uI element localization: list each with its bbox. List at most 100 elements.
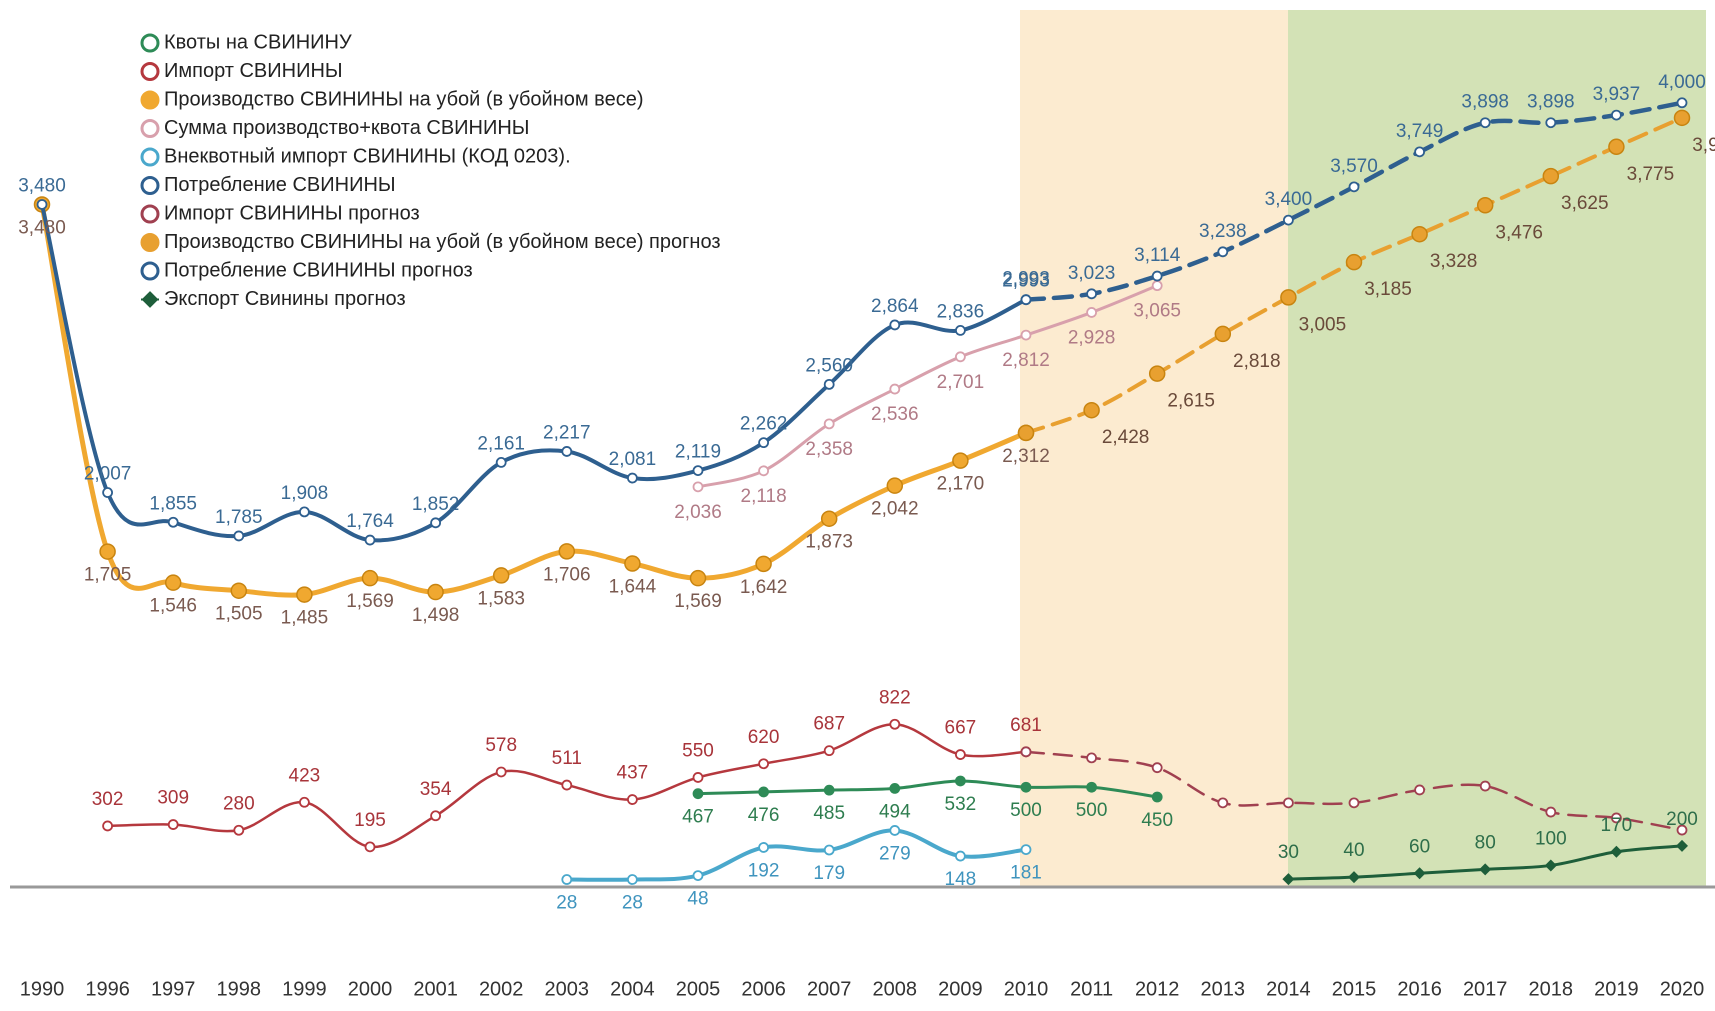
x-tick-label: 1990 bbox=[20, 978, 65, 1000]
marker bbox=[561, 874, 573, 885]
legend-marker bbox=[140, 204, 160, 224]
marker bbox=[758, 842, 769, 853]
series-line bbox=[564, 828, 1028, 882]
x-tick-label: 2012 bbox=[1135, 978, 1180, 1000]
marker bbox=[1345, 253, 1363, 271]
marker bbox=[1214, 325, 1232, 343]
marker bbox=[1020, 329, 1032, 341]
marker bbox=[952, 452, 969, 469]
data-label: 437 bbox=[617, 763, 649, 784]
data-label: 354 bbox=[420, 779, 452, 800]
data-label: 500 bbox=[1076, 800, 1108, 821]
data-label: 2,560 bbox=[805, 355, 853, 376]
marker bbox=[561, 779, 573, 791]
x-tick-label: 2018 bbox=[1529, 978, 1574, 1000]
legend-label: Квоты на СВИНИНУ bbox=[164, 31, 352, 53]
data-label: 450 bbox=[1141, 810, 1173, 831]
marker bbox=[167, 819, 179, 830]
data-label: 681 bbox=[1010, 715, 1042, 736]
data-label: 2,007 bbox=[84, 464, 132, 485]
data-label: 3,480 bbox=[18, 217, 66, 238]
data-label: 2,081 bbox=[609, 449, 657, 470]
data-label: 485 bbox=[813, 803, 845, 824]
marker bbox=[1283, 797, 1294, 809]
x-tick-label: 1999 bbox=[282, 978, 327, 1000]
data-label: 1,852 bbox=[412, 494, 460, 515]
marker bbox=[627, 794, 638, 805]
marker bbox=[36, 199, 48, 210]
data-label: 192 bbox=[748, 860, 780, 881]
legend-label: Производство СВИНИНЫ на убой (в убойном … bbox=[164, 88, 644, 110]
marker bbox=[495, 766, 507, 778]
data-label: 2,042 bbox=[871, 499, 919, 520]
legend-marker bbox=[141, 291, 159, 308]
marker bbox=[955, 850, 966, 862]
legend-marker bbox=[140, 33, 160, 53]
data-label: 2,118 bbox=[741, 486, 787, 507]
data-label: 3,005 bbox=[1299, 314, 1347, 335]
marker bbox=[1217, 797, 1229, 809]
marker bbox=[758, 758, 769, 770]
data-label: 3,898 bbox=[1461, 92, 1509, 113]
data-label: 40 bbox=[1343, 840, 1364, 861]
legend-marker bbox=[140, 119, 160, 138]
marker bbox=[758, 465, 769, 477]
marker bbox=[692, 788, 704, 800]
data-label: 3,480 bbox=[18, 175, 66, 196]
marker bbox=[1610, 845, 1623, 858]
data-label: 2,836 bbox=[937, 301, 985, 322]
marker bbox=[427, 583, 444, 601]
data-label: 1,873 bbox=[805, 532, 853, 553]
data-label: 1,644 bbox=[609, 577, 657, 598]
marker bbox=[889, 319, 901, 331]
marker bbox=[1017, 424, 1035, 442]
data-label: 2,036 bbox=[674, 502, 722, 523]
data-label: 3,023 bbox=[1068, 263, 1116, 284]
marker bbox=[361, 569, 379, 587]
data-label: 3,625 bbox=[1561, 193, 1609, 214]
legend-marker bbox=[140, 261, 160, 281]
legend-label: Потребление СВИНИНЫ bbox=[164, 174, 396, 196]
marker bbox=[1282, 873, 1295, 886]
data-label: 3,749 bbox=[1396, 121, 1444, 142]
data-label: 687 bbox=[813, 714, 845, 735]
data-label: 1,498 bbox=[412, 605, 460, 626]
marker bbox=[102, 487, 113, 498]
x-tick-label: 2000 bbox=[348, 978, 393, 1000]
data-label: 1,583 bbox=[477, 588, 525, 609]
marker bbox=[298, 796, 310, 808]
data-label: 494 bbox=[879, 801, 911, 822]
data-label: 279 bbox=[879, 843, 911, 864]
legend-label: Импорт СВИНИНЫ прогноз bbox=[164, 202, 420, 224]
x-tick-label: 2001 bbox=[413, 978, 458, 1000]
data-label: 28 bbox=[556, 893, 577, 914]
data-label: 181 bbox=[1010, 863, 1042, 884]
marker bbox=[692, 465, 704, 477]
x-tick-label: 2014 bbox=[1266, 978, 1311, 1000]
data-label: 532 bbox=[945, 794, 977, 815]
data-label: 100 bbox=[1535, 828, 1567, 849]
marker bbox=[1151, 270, 1163, 282]
data-label: 3,937 bbox=[1593, 84, 1641, 105]
marker bbox=[230, 582, 248, 599]
marker bbox=[1083, 401, 1100, 419]
data-label: 1,785 bbox=[215, 507, 263, 528]
legend-label: Сумма производство+квота СВИНИНЫ bbox=[164, 117, 530, 139]
marker bbox=[1086, 307, 1097, 318]
data-label: 578 bbox=[485, 735, 517, 756]
data-label: 500 bbox=[1010, 800, 1042, 821]
marker bbox=[889, 718, 901, 730]
data-label: 3,570 bbox=[1330, 156, 1378, 177]
marker bbox=[430, 517, 442, 529]
data-label: 148 bbox=[945, 869, 977, 890]
data-label: 2,312 bbox=[1002, 446, 1050, 467]
x-tick-label: 2011 bbox=[1070, 978, 1113, 1000]
marker bbox=[1348, 181, 1360, 193]
marker bbox=[1086, 288, 1097, 300]
marker bbox=[889, 383, 901, 395]
marker bbox=[889, 825, 901, 836]
legend-label: Потребление СВИНИНЫ прогноз bbox=[164, 259, 473, 281]
marker bbox=[495, 457, 507, 468]
data-label: 4,000 bbox=[1658, 72, 1706, 93]
marker bbox=[1086, 781, 1097, 793]
